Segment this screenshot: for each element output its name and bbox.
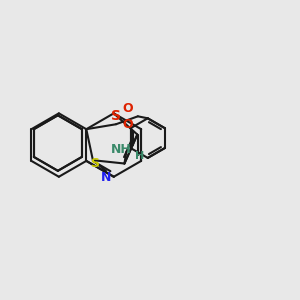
Text: S: S [90,157,99,170]
Text: S: S [111,109,121,123]
Text: NH: NH [111,143,132,156]
Text: O: O [123,118,133,131]
Text: H: H [135,151,144,160]
Text: O: O [123,102,133,115]
Text: N: N [101,171,111,184]
